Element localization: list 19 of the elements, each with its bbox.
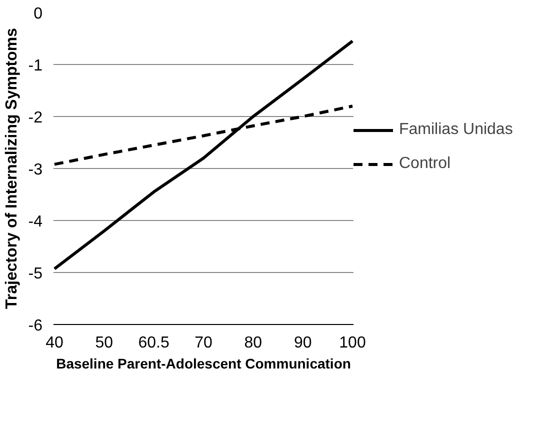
y-tick-label: -1 [28, 58, 43, 74]
y-tick-label: -5 [28, 266, 43, 282]
y-tick-label: -2 [28, 110, 43, 126]
x-tick-label: 60.5 [138, 334, 170, 352]
legend-label: Control [399, 155, 451, 173]
legend-label: Familias Unidas [399, 121, 513, 139]
y-tick-label: -4 [28, 214, 43, 230]
y-axis-title: Trajectory of Internalizing Symptoms [3, 28, 20, 309]
x-tick-label: 50 [95, 334, 114, 352]
x-axis-title: Baseline Parent-Adolescent Communication [56, 356, 351, 372]
x-tick-label: 40 [46, 334, 64, 352]
x-tick-label: 90 [294, 334, 312, 352]
line-series [54, 40, 354, 270]
y-tick-label: -3 [28, 162, 43, 178]
x-tick-label: 80 [244, 334, 262, 352]
y-tick-label: 0 [34, 6, 43, 22]
x-tick-label: 100 [339, 334, 366, 352]
y-tick-label: -6 [28, 318, 43, 334]
x-tick-label: 70 [194, 334, 212, 352]
